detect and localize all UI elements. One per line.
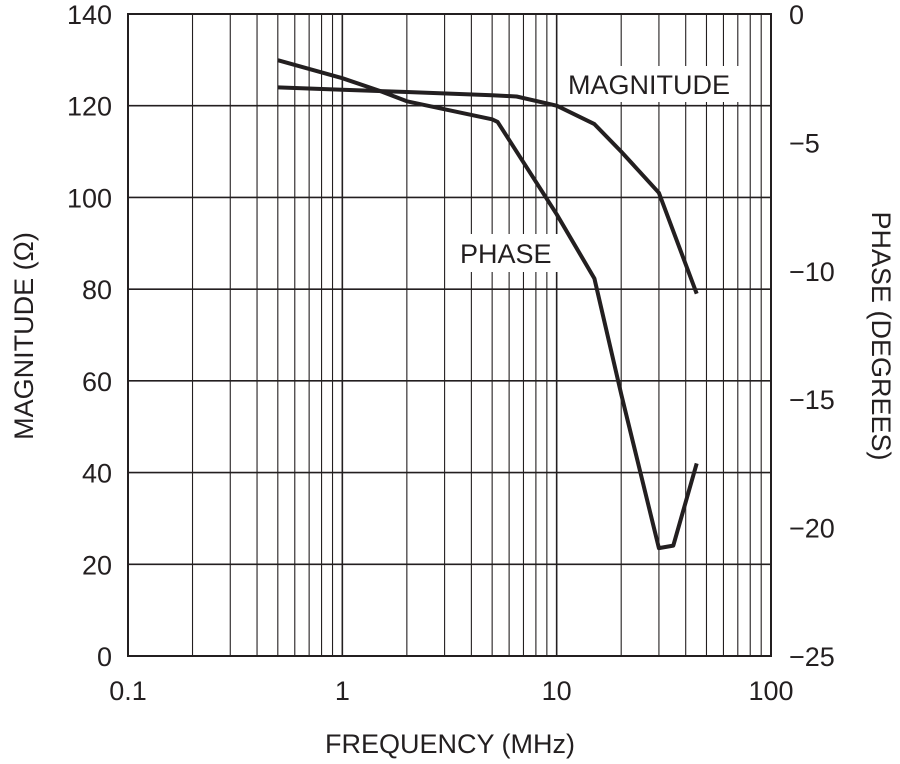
y-left-tick-label: 60 [82, 367, 112, 397]
tick-labels: 0.1 1 10 100 0 20 40 60 80 100 120 140 −25 −20 −15 −10 −… [67, 0, 835, 706]
y-right-tick-label: 0 [789, 0, 804, 30]
phase-annotation: PHASE [460, 239, 552, 269]
y-left-tick-label: 0 [97, 642, 112, 672]
y-left-tick-label: 80 [82, 275, 112, 305]
x-axis-title: FREQUENCY (MHz) [325, 729, 575, 759]
y-left-tick-label: 140 [67, 0, 112, 30]
magnitude-annotation-bg [564, 66, 740, 102]
y-left-tick-label: 20 [82, 550, 112, 580]
y-left-tick-label: 120 [67, 92, 112, 122]
y-axis-title-left: MAGNITUDE (Ω) [9, 232, 39, 440]
y-left-tick-label: 40 [82, 459, 112, 489]
y-axis-title-right: PHASE (DEGREES) [866, 211, 896, 460]
phase-line [277, 58, 699, 551]
phase-annotation-bg [456, 234, 558, 272]
y-right-tick-label: −20 [789, 514, 835, 544]
x-tick-label: 100 [748, 676, 793, 706]
y-right-tick-label: −15 [789, 385, 835, 415]
series-lines [277, 58, 699, 551]
plot-frame [127, 13, 772, 657]
y-right-tick-label: −10 [789, 257, 835, 287]
x-tick-label: 0.1 [109, 676, 147, 706]
y-right-tick-label: −5 [789, 128, 820, 158]
magnitude-annotation: MAGNITUDE [568, 70, 730, 100]
grid [127, 13, 772, 657]
y-right-tick-label: −25 [789, 642, 835, 672]
y-left-tick-label: 100 [67, 183, 112, 213]
x-tick-label: 1 [335, 676, 350, 706]
x-tick-label: 10 [542, 676, 572, 706]
